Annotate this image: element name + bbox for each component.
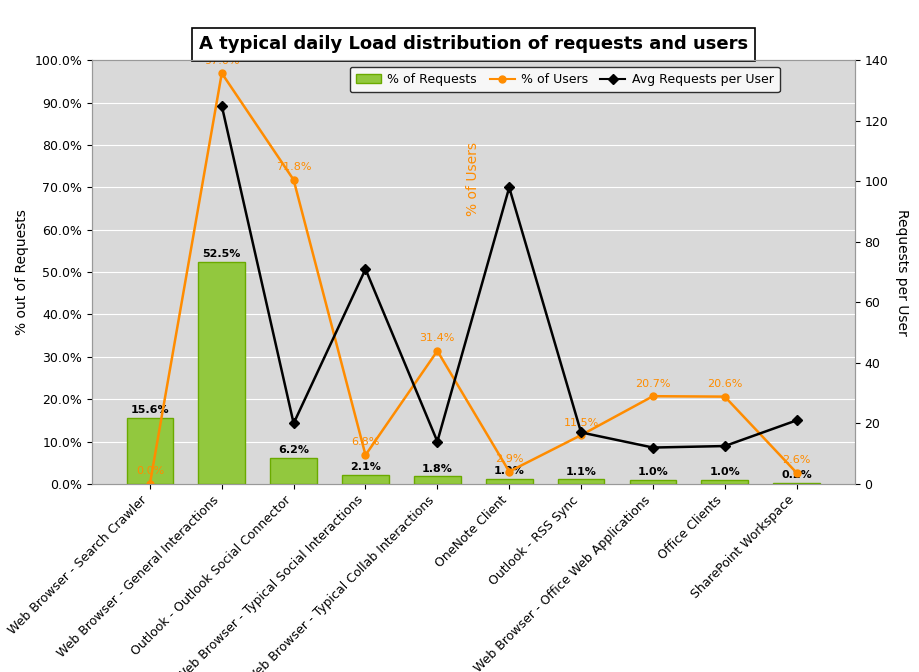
Text: 15.6%: 15.6% — [130, 405, 169, 415]
Bar — [701, 480, 748, 484]
Bar — [127, 418, 174, 484]
Text: 1.2%: 1.2% — [494, 466, 525, 476]
Text: 20.6%: 20.6% — [707, 379, 743, 389]
Text: 1.0%: 1.0% — [638, 467, 668, 477]
Bar — [199, 261, 245, 484]
Text: 0.0%: 0.0% — [136, 466, 165, 476]
Text: 1.8%: 1.8% — [422, 464, 453, 474]
Text: 31.4%: 31.4% — [420, 333, 455, 343]
Y-axis label: Requests per User: Requests per User — [895, 209, 909, 335]
Text: 97.0%: 97.0% — [204, 56, 240, 66]
Text: 6.2%: 6.2% — [278, 445, 309, 455]
Bar — [773, 483, 820, 484]
Bar — [342, 475, 389, 484]
Bar — [630, 480, 676, 484]
Text: 1.1%: 1.1% — [565, 466, 596, 476]
Text: 1.0%: 1.0% — [709, 467, 740, 477]
Text: 2.1%: 2.1% — [350, 462, 381, 472]
Title: A typical daily Load distribution of requests and users: A typical daily Load distribution of req… — [199, 36, 748, 53]
Text: 52.5%: 52.5% — [202, 249, 241, 259]
Text: % of Users: % of Users — [466, 142, 481, 216]
Text: 71.8%: 71.8% — [276, 162, 312, 172]
Text: 2.6%: 2.6% — [782, 455, 811, 465]
Text: 20.7%: 20.7% — [635, 378, 671, 388]
Bar — [270, 458, 317, 484]
Text: 6.8%: 6.8% — [351, 437, 380, 448]
Legend: % of Requests, % of Users, Avg Requests per User: % of Requests, % of Users, Avg Requests … — [350, 67, 779, 92]
Text: 0.2%: 0.2% — [781, 470, 812, 480]
Bar — [486, 478, 533, 484]
Text: 2.9%: 2.9% — [495, 454, 524, 464]
Bar — [558, 479, 605, 484]
Y-axis label: % out of Requests: % out of Requests — [15, 209, 28, 335]
Text: 11.5%: 11.5% — [563, 417, 598, 427]
Bar — [414, 476, 460, 484]
